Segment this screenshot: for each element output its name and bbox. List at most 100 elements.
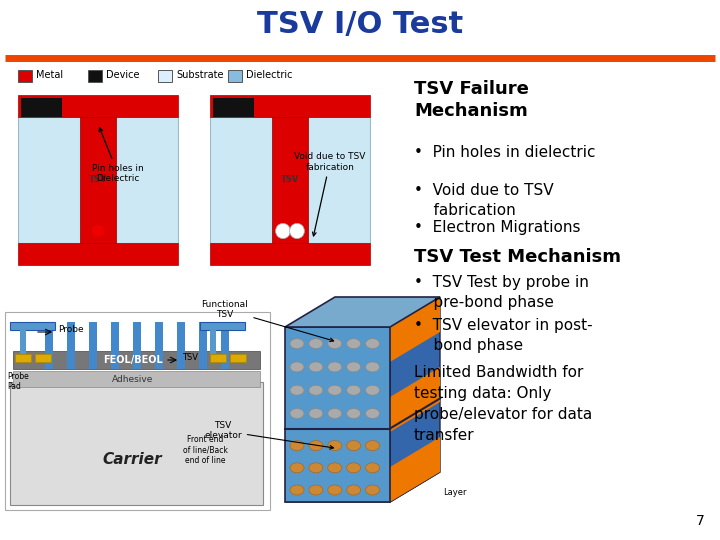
Ellipse shape <box>366 485 379 495</box>
Text: TSV: TSV <box>182 354 198 362</box>
Ellipse shape <box>309 441 323 450</box>
Ellipse shape <box>346 408 361 418</box>
Ellipse shape <box>309 362 323 372</box>
Text: TSV Failure
Mechanism: TSV Failure Mechanism <box>414 80 529 119</box>
Ellipse shape <box>290 362 304 372</box>
Ellipse shape <box>309 339 323 349</box>
Bar <box>18 243 178 265</box>
Ellipse shape <box>366 362 379 372</box>
Bar <box>35 354 51 362</box>
Text: •  TSV elevator in post-
    bond phase: • TSV elevator in post- bond phase <box>414 318 593 353</box>
Bar <box>20 330 26 354</box>
Text: TSV: TSV <box>89 176 107 185</box>
Bar <box>210 243 370 265</box>
Text: Layer: Layer <box>443 488 467 497</box>
Bar <box>155 322 163 369</box>
Ellipse shape <box>290 339 304 349</box>
Bar <box>13 351 260 369</box>
Bar <box>89 322 97 369</box>
Text: TSV Test Mechanism: TSV Test Mechanism <box>414 248 621 266</box>
Text: Probe: Probe <box>58 326 84 334</box>
Bar <box>13 371 260 387</box>
Bar <box>10 382 263 505</box>
Text: TSV
elevator: TSV elevator <box>204 421 333 449</box>
Bar <box>228 70 242 82</box>
Bar <box>158 70 172 82</box>
Ellipse shape <box>276 224 290 239</box>
Text: Functional
TSV: Functional TSV <box>202 300 333 342</box>
Text: Dielectric: Dielectric <box>246 70 292 80</box>
Polygon shape <box>390 297 440 362</box>
Ellipse shape <box>346 441 361 450</box>
Ellipse shape <box>328 385 342 395</box>
Text: •  Pin holes in dielectric: • Pin holes in dielectric <box>414 145 595 160</box>
Polygon shape <box>285 297 440 327</box>
Ellipse shape <box>328 408 342 418</box>
Text: 7: 7 <box>696 514 705 528</box>
Bar <box>67 322 75 369</box>
Bar <box>5 312 270 510</box>
Text: •  Void due to TSV
    fabrication: • Void due to TSV fabrication <box>414 183 554 218</box>
Polygon shape <box>390 367 440 432</box>
Bar <box>45 322 53 369</box>
Text: Pin holes in
Dielectric: Pin holes in Dielectric <box>92 128 144 184</box>
Text: Front end
of line/Back
end of line: Front end of line/Back end of line <box>183 435 228 465</box>
Ellipse shape <box>290 441 304 450</box>
Bar <box>307 117 370 243</box>
Ellipse shape <box>366 463 379 473</box>
Bar <box>10 322 55 330</box>
Text: Probe
Pad: Probe Pad <box>7 372 29 391</box>
Ellipse shape <box>346 385 361 395</box>
Ellipse shape <box>366 408 379 418</box>
Text: Limited Bandwidth for
testing data: Only
probe/elevator for data
transfer: Limited Bandwidth for testing data: Only… <box>414 365 593 443</box>
Text: TSV: TSV <box>281 176 300 185</box>
Polygon shape <box>390 437 440 502</box>
Bar <box>177 322 185 369</box>
Bar <box>210 117 272 243</box>
Ellipse shape <box>346 339 361 349</box>
Bar <box>88 70 102 82</box>
Text: TSV I/O Test: TSV I/O Test <box>257 10 463 39</box>
Bar <box>15 354 31 362</box>
Bar <box>18 117 81 243</box>
Bar <box>272 117 307 243</box>
Text: Metal: Metal <box>36 70 63 80</box>
Ellipse shape <box>346 463 361 473</box>
Ellipse shape <box>366 339 379 349</box>
Ellipse shape <box>309 485 323 495</box>
Text: Carrier: Carrier <box>103 453 162 468</box>
Bar <box>210 354 226 362</box>
Ellipse shape <box>328 339 342 349</box>
Bar <box>18 70 32 82</box>
Bar <box>210 95 370 117</box>
Text: •  Electron Migrations: • Electron Migrations <box>414 220 580 235</box>
Ellipse shape <box>290 408 304 418</box>
Ellipse shape <box>366 385 379 395</box>
Text: Substrate: Substrate <box>176 70 223 80</box>
Text: Adhesive: Adhesive <box>112 375 153 383</box>
Bar <box>210 330 216 354</box>
Text: Device: Device <box>106 70 140 80</box>
Bar <box>111 322 119 369</box>
Bar <box>21 98 62 117</box>
Ellipse shape <box>309 408 323 418</box>
Bar <box>133 322 141 369</box>
Bar <box>200 322 245 330</box>
Polygon shape <box>390 297 440 502</box>
Bar <box>81 117 116 243</box>
Bar <box>221 322 229 369</box>
Ellipse shape <box>328 441 342 450</box>
Ellipse shape <box>366 441 379 450</box>
Ellipse shape <box>309 385 323 395</box>
Text: •  TSV Test by probe in
    pre-bond phase: • TSV Test by probe in pre-bond phase <box>414 275 589 310</box>
Ellipse shape <box>328 485 342 495</box>
Ellipse shape <box>328 362 342 372</box>
Ellipse shape <box>309 463 323 473</box>
Ellipse shape <box>289 224 305 239</box>
Ellipse shape <box>92 225 104 237</box>
Text: Void due to TSV
fabrication: Void due to TSV fabrication <box>294 152 366 236</box>
Ellipse shape <box>346 485 361 495</box>
Bar <box>116 117 178 243</box>
Bar <box>199 322 207 369</box>
Bar <box>285 327 390 502</box>
